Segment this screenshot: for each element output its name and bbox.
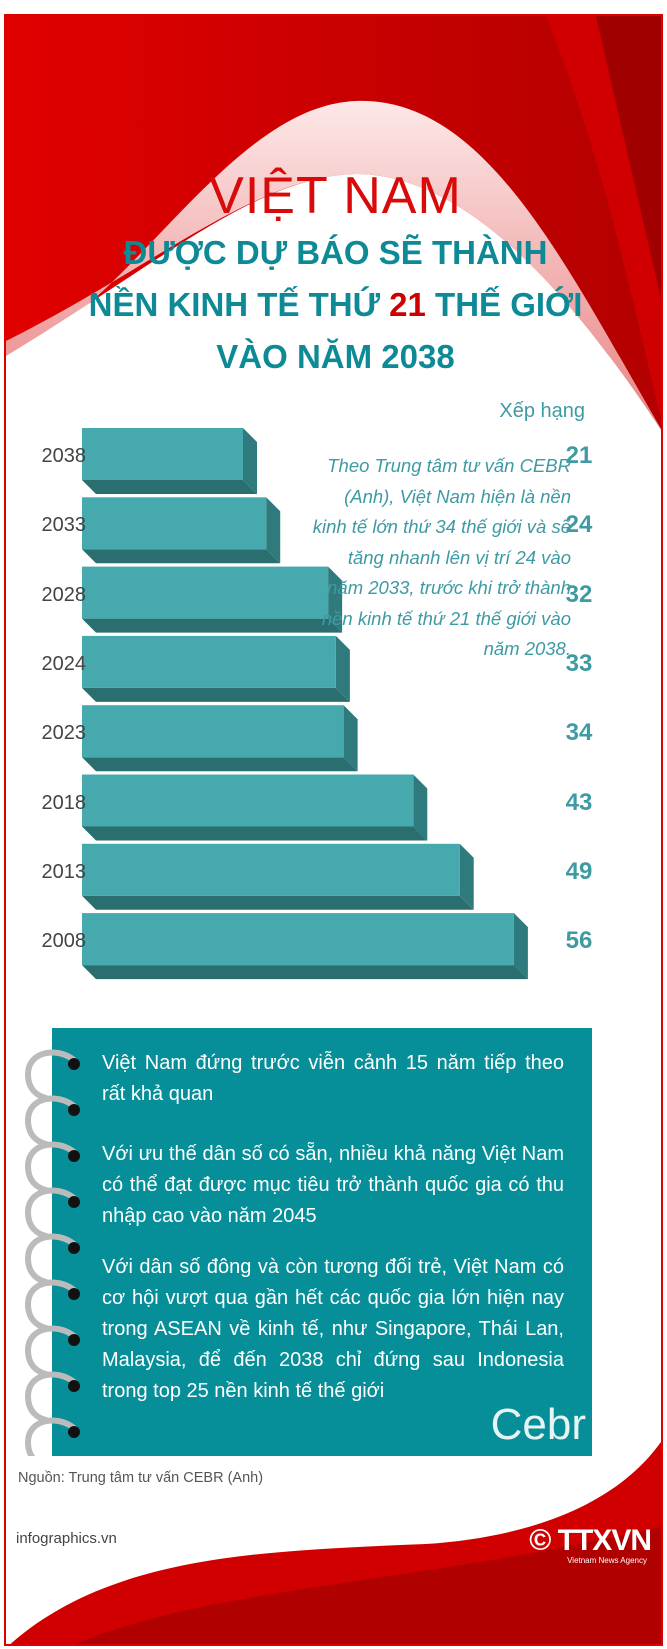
bar-bottom (82, 618, 343, 633)
ring-hole (68, 1380, 80, 1392)
ring-hole (68, 1334, 80, 1346)
chart-note: Theo Trung tâm tư vấn CEBR (Anh), Việt N… (312, 455, 571, 659)
bar-bottom (82, 757, 358, 772)
year-label: 2033 (41, 514, 87, 537)
bar-front (82, 843, 460, 896)
spiral-binding-icon (24, 1049, 80, 1456)
rank-label: 56 (565, 927, 593, 955)
bar-front (82, 497, 267, 550)
bar-front (82, 913, 514, 966)
cebr-logo: Cebr (490, 1400, 586, 1449)
bar (82, 774, 428, 841)
bar-side (328, 566, 343, 633)
ttxvn-logo-sub: Vietnam News Agency (567, 1556, 647, 1565)
bar-side (266, 497, 281, 564)
ring (24, 1417, 77, 1456)
year-label: 2028 (41, 583, 87, 606)
ring-hole (68, 1242, 80, 1254)
bar (82, 428, 257, 494)
rank-label: 49 (565, 857, 593, 885)
bar-side (335, 635, 350, 702)
subtitle-line-2: NỀN KINH TẾ THỨ 21 THẾ GIỚI (6, 286, 661, 324)
subtitle-rank: 21 (389, 286, 426, 323)
infographic: VIỆT NAM ĐƯỢC DỰ BÁO SẼ THÀNH NỀN KINH T… (4, 14, 663, 1646)
year-label: 2024 (41, 652, 87, 675)
ring-hole (68, 1058, 80, 1070)
ring (24, 1095, 77, 1147)
bar-side (413, 774, 428, 841)
subtitle-line-1: ĐƯỢC DỰ BÁO SẼ THÀNH (123, 234, 548, 271)
bar-chart (82, 428, 528, 980)
site-label: infographics.vn (16, 1530, 117, 1547)
bar-front (82, 428, 243, 480)
ring (24, 1279, 77, 1331)
bar-side (459, 843, 474, 910)
bar-side (513, 913, 528, 980)
ring-hole (68, 1426, 80, 1438)
bar (82, 705, 358, 772)
year-label: 2008 (41, 930, 87, 953)
ring-hole (68, 1196, 80, 1208)
ring (24, 1233, 77, 1285)
bar-front (82, 774, 414, 827)
bar-front (82, 705, 344, 758)
bar-bottom (82, 549, 281, 564)
ring (24, 1325, 77, 1377)
rank-label: 32 (565, 580, 593, 608)
year-label: 2018 (41, 791, 87, 814)
bar-front (82, 566, 329, 619)
bar-bottom (82, 687, 350, 702)
year-label: 2023 (41, 722, 87, 745)
bar (82, 497, 281, 564)
ring-hole (68, 1288, 80, 1300)
rank-label: 21 (565, 442, 593, 469)
ring-hole (68, 1104, 80, 1116)
subtitle-line-3: VÀO NĂM 2038 (216, 338, 455, 375)
rank-header: Xếp hạng (499, 400, 585, 422)
bar-bottom (82, 826, 428, 841)
footer-wave (10, 1441, 661, 1644)
bar (82, 635, 350, 702)
ring (24, 1049, 77, 1101)
bar-bottom (82, 480, 257, 494)
rank-label: 24 (565, 511, 593, 539)
bar (82, 566, 343, 633)
key-point: Với dân số đông và còn tương đối trẻ, Vi… (102, 1256, 564, 1402)
ring (24, 1187, 77, 1239)
bar (82, 843, 474, 910)
subtitle-text: NỀN KINH TẾ THỨ (88, 286, 390, 323)
header-wave (6, 16, 661, 436)
rank-label: 43 (565, 788, 593, 816)
bar (82, 913, 528, 980)
ttxvn-logo: © TTXVN (529, 1524, 652, 1557)
bar-side (243, 428, 257, 494)
bar-side (343, 705, 358, 772)
bar-bottom (82, 895, 474, 910)
ring (24, 1141, 77, 1193)
key-point: Với ưu thế dân số có sẵn, nhiều khả năng… (102, 1143, 564, 1227)
year-label: 2013 (41, 860, 87, 883)
key-points-box: Việt Nam đứng trước viễn cảnh 15 năm tiế… (52, 1028, 592, 1456)
source-note: Nguồn: Trung tâm tư vấn CEBR (Anh) (18, 1470, 264, 1486)
bar-bottom (82, 965, 528, 980)
main-title: VIỆT NAM (209, 167, 462, 225)
subtitle-text: THẾ GIỚI (425, 286, 583, 323)
bar-front (82, 635, 336, 688)
key-point: Việt Nam đứng trước viễn cảnh 15 năm tiế… (102, 1052, 564, 1105)
ring-hole (68, 1150, 80, 1162)
year-label: 2038 (41, 445, 87, 467)
rank-label: 34 (565, 719, 593, 747)
rank-label: 33 (565, 649, 593, 677)
ring (24, 1371, 77, 1423)
